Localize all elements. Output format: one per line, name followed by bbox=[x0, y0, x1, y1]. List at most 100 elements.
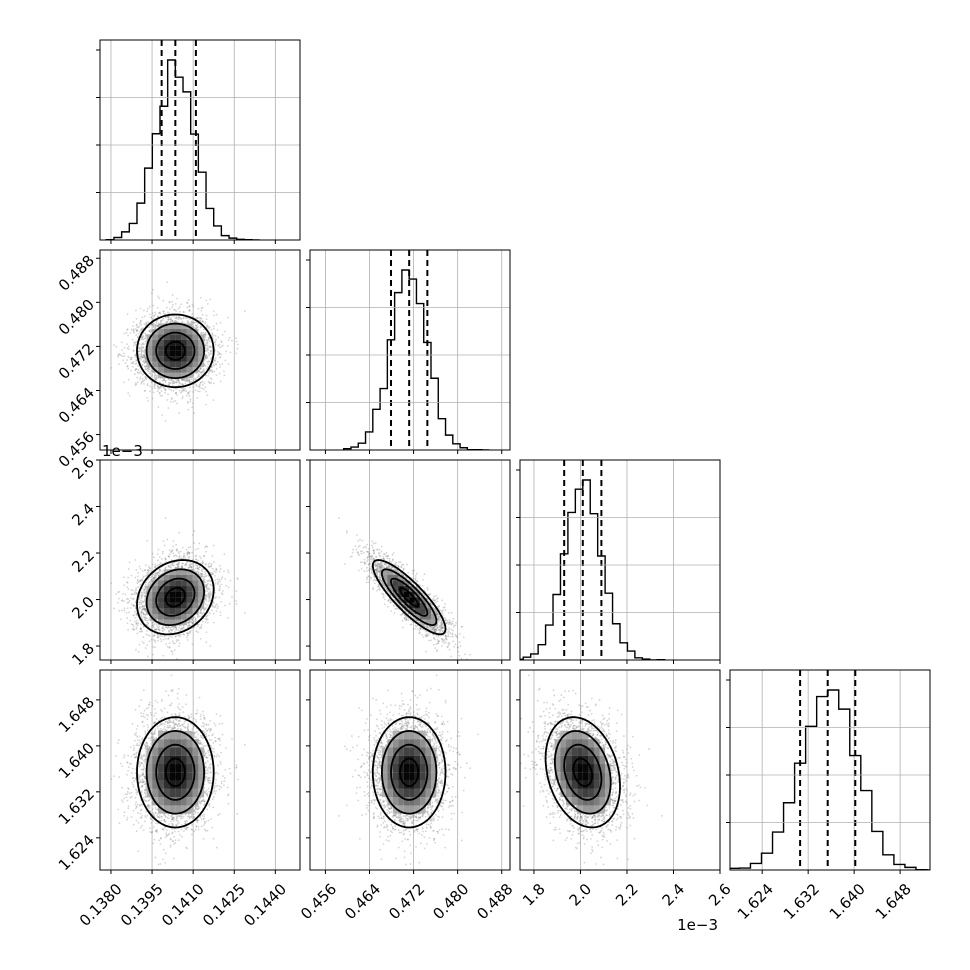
histogram-step bbox=[105, 59, 260, 240]
sample-point bbox=[140, 611, 143, 613]
sample-point bbox=[130, 358, 132, 361]
sample-point bbox=[185, 394, 188, 397]
sample-point bbox=[215, 338, 217, 341]
sample-point bbox=[205, 599, 208, 602]
sample-point bbox=[140, 358, 143, 361]
sample-point bbox=[158, 556, 161, 558]
sample-point bbox=[167, 318, 170, 321]
sample-point bbox=[184, 379, 186, 382]
sample-point bbox=[219, 346, 221, 349]
sample-point bbox=[194, 555, 197, 557]
sample-point bbox=[153, 385, 155, 388]
density-cell bbox=[198, 345, 205, 351]
sample-point bbox=[196, 567, 199, 570]
sample-point bbox=[198, 384, 201, 387]
sample-point bbox=[215, 362, 217, 365]
sample-point bbox=[212, 310, 215, 313]
sample-point bbox=[169, 382, 172, 385]
sample-point bbox=[150, 618, 152, 621]
sample-point bbox=[154, 641, 157, 644]
sample-point bbox=[144, 356, 147, 358]
sample-point bbox=[182, 626, 185, 629]
sample-point bbox=[161, 635, 164, 638]
sample-point bbox=[195, 571, 198, 574]
sample-point bbox=[218, 352, 221, 355]
sample-point bbox=[186, 379, 189, 382]
sample-point bbox=[121, 355, 124, 358]
sample-point bbox=[193, 616, 196, 619]
sample-point bbox=[148, 372, 151, 375]
sample-point bbox=[195, 558, 198, 561]
sample-point bbox=[146, 370, 149, 372]
sample-point bbox=[213, 358, 216, 361]
sample-point bbox=[187, 633, 190, 635]
sample-point bbox=[206, 614, 209, 617]
sample-point bbox=[174, 381, 177, 384]
sample-point bbox=[170, 379, 173, 382]
sample-point bbox=[141, 336, 144, 339]
sample-point bbox=[144, 609, 146, 612]
panel-content bbox=[105, 40, 260, 240]
sample-point bbox=[196, 616, 199, 619]
sample-point bbox=[199, 386, 201, 389]
sample-point bbox=[226, 316, 229, 319]
sample-point bbox=[127, 345, 130, 348]
sample-point bbox=[134, 559, 137, 561]
sample-point bbox=[128, 394, 131, 397]
sample-point bbox=[174, 554, 177, 557]
sample-point bbox=[170, 318, 172, 320]
sample-point bbox=[154, 327, 156, 330]
sample-point bbox=[170, 400, 172, 403]
density-cell bbox=[198, 350, 205, 357]
sample-point bbox=[155, 374, 158, 377]
sample-point bbox=[180, 566, 183, 569]
sample-point bbox=[197, 316, 199, 319]
sample-point bbox=[141, 328, 144, 331]
sample-point bbox=[224, 359, 227, 362]
sample-point bbox=[209, 345, 212, 348]
sample-point bbox=[207, 380, 210, 383]
sample-point bbox=[165, 321, 168, 324]
sample-point bbox=[205, 584, 208, 587]
sample-point bbox=[144, 337, 147, 340]
sample-point bbox=[113, 344, 115, 347]
sample-point bbox=[200, 371, 203, 374]
y-tick-label: 0.472 bbox=[55, 340, 98, 383]
sample-point bbox=[141, 316, 144, 319]
sample-point bbox=[141, 336, 143, 339]
sample-point bbox=[141, 381, 144, 383]
sample-point bbox=[143, 595, 146, 598]
sample-point bbox=[144, 340, 147, 343]
sample-point bbox=[174, 302, 177, 305]
sample-point bbox=[127, 355, 130, 358]
sample-point bbox=[143, 351, 146, 354]
sample-point bbox=[181, 383, 184, 385]
sample-point bbox=[206, 355, 209, 358]
sample-point bbox=[213, 360, 216, 362]
sample-point bbox=[151, 563, 154, 566]
sample-point bbox=[205, 617, 208, 620]
sample-point bbox=[134, 342, 136, 344]
sample-point bbox=[134, 369, 137, 372]
sample-point bbox=[157, 628, 160, 631]
sample-point bbox=[215, 603, 218, 606]
sample-point bbox=[199, 368, 202, 370]
sample-point bbox=[140, 328, 143, 331]
sample-point bbox=[135, 383, 138, 386]
sample-point bbox=[201, 370, 204, 372]
sample-point bbox=[199, 320, 202, 323]
sample-point bbox=[150, 369, 153, 372]
sample-point bbox=[165, 321, 168, 323]
sample-point bbox=[146, 310, 149, 313]
sample-point bbox=[143, 356, 145, 359]
sample-point bbox=[135, 368, 138, 370]
sample-point bbox=[139, 357, 142, 360]
sample-point bbox=[188, 624, 191, 627]
sample-point bbox=[149, 330, 152, 333]
sample-point bbox=[134, 382, 137, 384]
sample-point bbox=[207, 360, 210, 363]
sample-point bbox=[188, 318, 191, 321]
sample-point bbox=[138, 603, 141, 606]
sample-point bbox=[212, 382, 215, 385]
sample-point bbox=[140, 329, 142, 332]
